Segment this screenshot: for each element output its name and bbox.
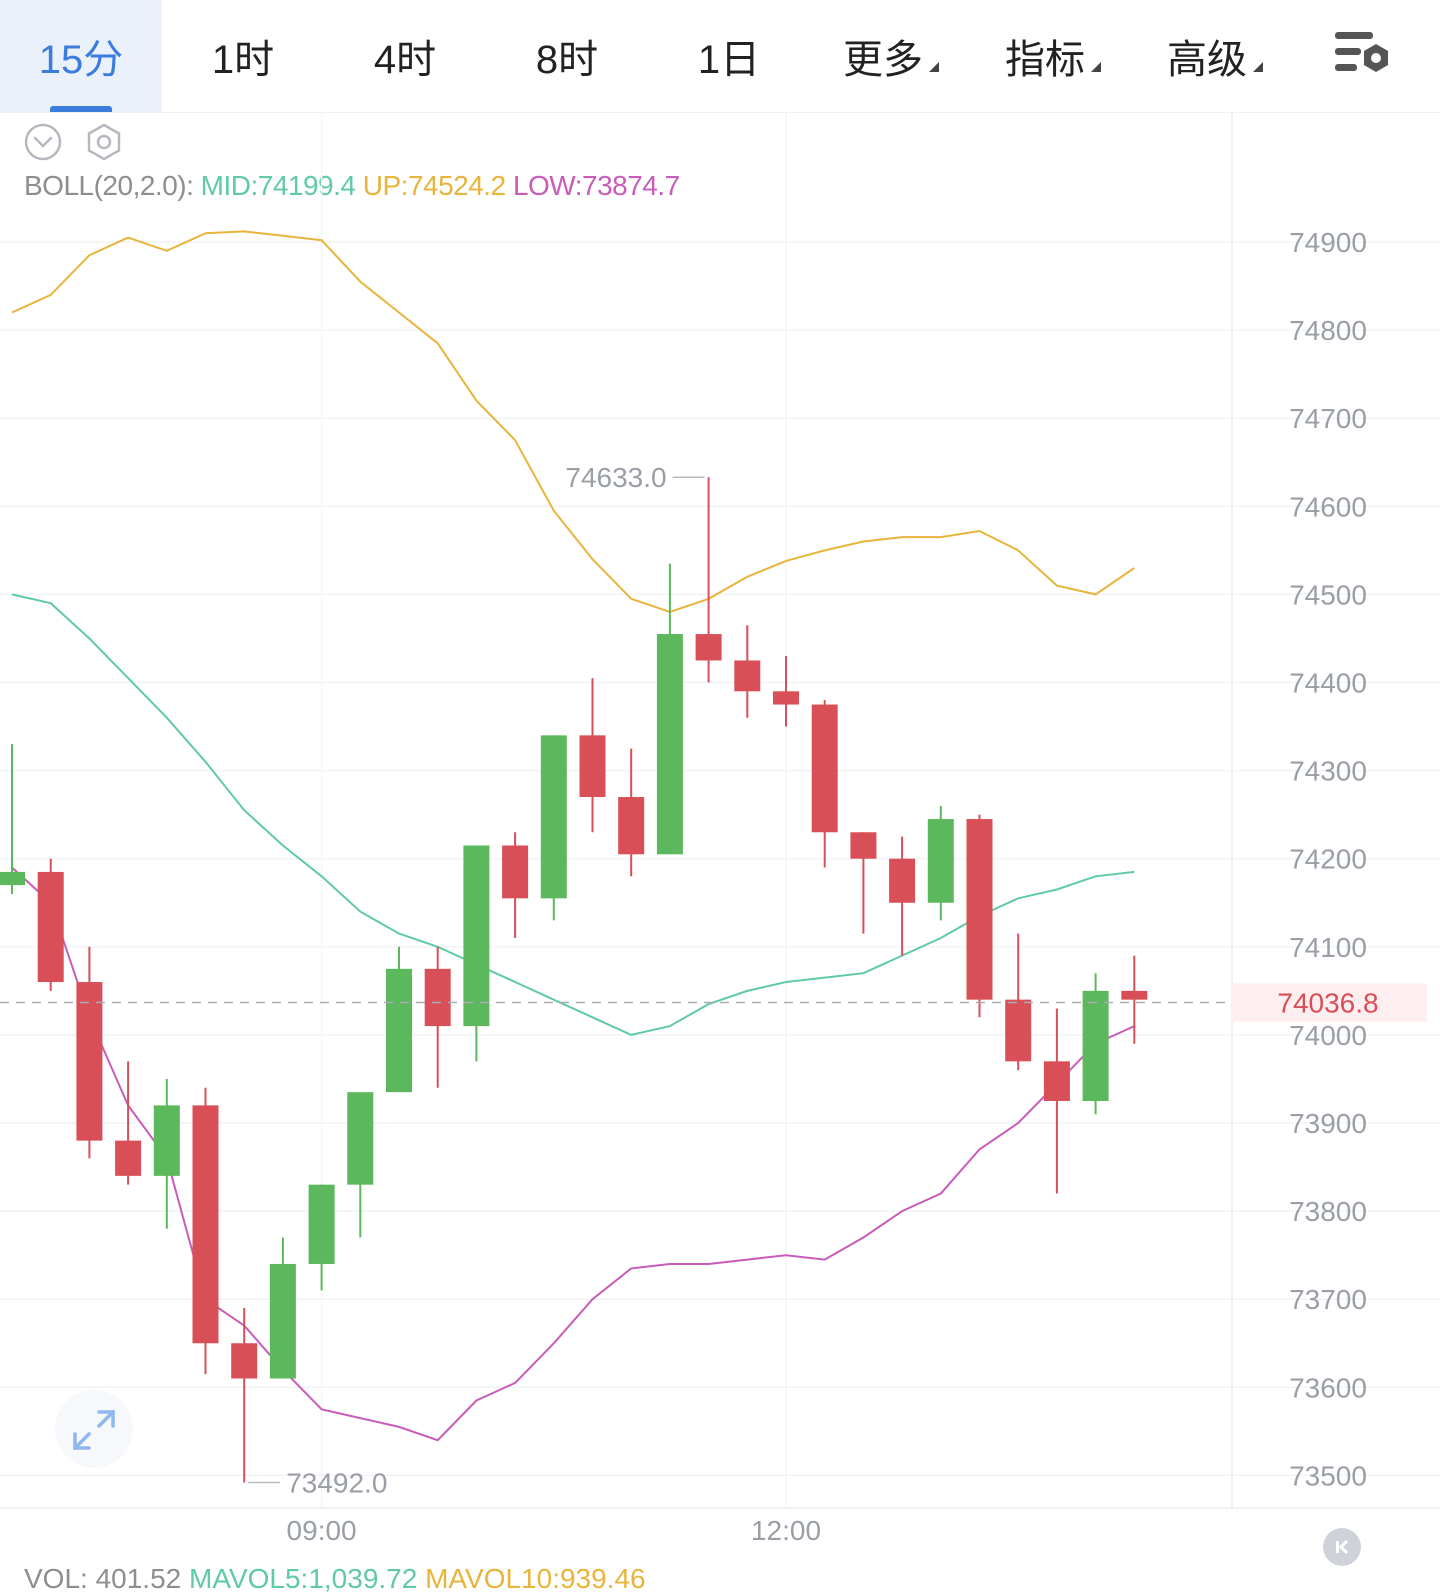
mavol5-value: MAVOL5:1,039.72 [189, 1563, 418, 1594]
boll-up-value: UP:74524.2 [362, 170, 506, 201]
candle-bear [618, 797, 645, 855]
candle-bear [37, 871, 64, 983]
candle-bull [269, 1263, 296, 1379]
x-tick-label: 12:00 [751, 1515, 821, 1546]
candle-bear [695, 634, 722, 661]
candle-bear [502, 845, 529, 899]
candle-bull [540, 735, 567, 899]
candle-bear [579, 735, 606, 798]
candle-bull [0, 871, 25, 886]
tab-more[interactable]: 更多 [810, 0, 972, 112]
y-tick-label: 74800 [1289, 315, 1367, 346]
candle-bull [308, 1184, 335, 1264]
boll-mid-line [11, 593, 1135, 1036]
y-tick-label: 74700 [1289, 403, 1367, 434]
boll-legend: BOLL(20,2.0): MID:74199.4 UP:74524.2 LOW… [24, 170, 680, 202]
y-tick-label: 73700 [1289, 1284, 1367, 1315]
dropdown-triangle-icon [929, 62, 939, 72]
skip-back-icon [1336, 1539, 1349, 1555]
back-to-latest-button[interactable] [1323, 1528, 1361, 1566]
tab-1h[interactable]: 1时 [162, 0, 324, 112]
candle-bear [1121, 990, 1148, 1000]
candle-bear [966, 819, 993, 1000]
timeframe-tab-bar: 15分 1时 4时 8时 1日 更多 指标 高级 [0, 0, 1440, 113]
candlestick-chart[interactable]: 74900 74800 74700 74600 74500 74400 74300 74200… [0, 112, 1440, 1585]
last-price-label: 74036.8 [1277, 987, 1378, 1018]
tab-label: 8时 [535, 38, 599, 82]
candle-bear [889, 858, 916, 903]
dropdown-triangle-icon [1253, 62, 1263, 72]
y-tick-label: 74900 [1289, 227, 1367, 258]
y-tick-label: 74000 [1289, 1020, 1367, 1051]
tab-4h[interactable]: 4时 [324, 0, 486, 112]
y-tick-label: 74600 [1289, 491, 1367, 522]
list-gear-icon[interactable] [1335, 28, 1395, 80]
candle-bear [76, 982, 103, 1141]
candle-bear [811, 704, 838, 833]
boll-low-value: LOW:73874.7 [512, 170, 680, 201]
active-tab-indicator [50, 106, 112, 112]
candle-bear [734, 660, 761, 692]
y-tick-label: 73600 [1289, 1372, 1367, 1403]
candle-bull [347, 1092, 374, 1185]
tab-advanced[interactable]: 高级 [1134, 0, 1296, 112]
y-tick-label: 74500 [1289, 579, 1367, 610]
y-tick-label: 74300 [1289, 756, 1367, 787]
mavol10-value: MAVOL10:939.46 [425, 1563, 646, 1594]
candle-bull [656, 634, 683, 855]
dropdown-triangle-icon [1091, 62, 1101, 72]
y-tick-label: 73800 [1289, 1196, 1367, 1227]
candle-bear [1043, 1061, 1070, 1101]
tab-label: 高级 [1167, 38, 1247, 82]
boll-mid-value: MID:74199.4 [200, 170, 356, 201]
low-price-label: 73492.0 [286, 1467, 387, 1498]
last-price-badge [1232, 983, 1427, 1022]
boll-name: BOLL(20,2.0): [24, 170, 194, 201]
candle-bull [153, 1105, 180, 1176]
tab-label: 1日 [697, 38, 761, 82]
y-tick-label: 74100 [1289, 932, 1367, 963]
expand-arrows-icon [73, 1410, 115, 1450]
tab-label: 1时 [211, 38, 275, 82]
tab-label: 4时 [373, 38, 437, 82]
candle-bear [115, 1140, 142, 1176]
chevron-down-circle-icon[interactable] [24, 123, 62, 161]
y-tick-label: 74400 [1289, 668, 1367, 699]
candle-bear [231, 1343, 258, 1379]
candle-bear [192, 1105, 219, 1344]
boll-upper-line [11, 230, 1135, 614]
tab-8h[interactable]: 8时 [486, 0, 648, 112]
candle-bear [424, 968, 451, 1027]
volume-value: VOL: 401.52 [24, 1563, 182, 1594]
volume-legend: VOL: 401.52 MAVOL5:1,039.72 MAVOL10:939.… [24, 1563, 646, 1595]
y-tick-label: 74200 [1289, 844, 1367, 875]
y-tick-label: 73900 [1289, 1108, 1367, 1139]
x-tick-label: 09:00 [287, 1515, 357, 1546]
candle-bull [927, 819, 954, 903]
high-price-label: 74633.0 [565, 462, 666, 493]
tab-label: 更多 [843, 38, 923, 82]
y-tick-label: 73500 [1289, 1460, 1367, 1491]
candle-bull [386, 968, 412, 1093]
candle-bull [463, 845, 490, 1027]
tab-15m[interactable]: 15分 [0, 0, 162, 112]
tab-label: 15分 [38, 38, 124, 82]
candle-bull [1082, 990, 1109, 1101]
tab-label: 指标 [1005, 38, 1085, 82]
boll-lower-line [11, 866, 1135, 1442]
candle-bear [773, 691, 799, 705]
candle-bear [850, 832, 877, 859]
tab-1d[interactable]: 1日 [648, 0, 810, 112]
expand-button[interactable] [55, 1390, 133, 1468]
candle-bear [1005, 999, 1032, 1062]
hexagon-gear-icon[interactable] [85, 123, 123, 161]
tab-indicators[interactable]: 指标 [972, 0, 1134, 112]
